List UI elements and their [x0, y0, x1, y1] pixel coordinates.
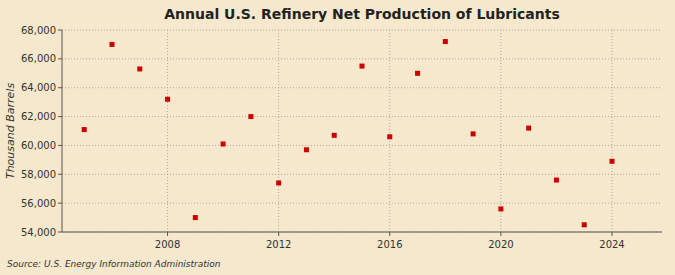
y-grid-line: [62, 58, 662, 59]
chart: 54,000 56,000 58,000 60,000 62,000 64,000 66,0…: [0, 0, 675, 275]
y-grid-line: [62, 174, 662, 175]
point: [332, 133, 337, 138]
y-tick: [58, 174, 62, 175]
point: [304, 147, 309, 152]
y-tick: [58, 203, 62, 204]
point: [610, 159, 615, 164]
y-tick: [58, 232, 62, 233]
x-tick: [500, 232, 501, 236]
y-tick: [58, 58, 62, 59]
y-tick: [58, 30, 62, 31]
x-grid-line: [500, 30, 501, 232]
point: [526, 126, 531, 131]
y-tick-label: 54,000: [21, 227, 56, 238]
point: [360, 64, 365, 69]
point: [248, 114, 253, 119]
title: Annual U.S. Refinery Net Production of L…: [164, 6, 560, 22]
y-axis-line: [62, 30, 63, 232]
x-tick-label: 2008: [155, 239, 180, 250]
y-tick-label: 66,000: [21, 53, 56, 64]
point: [137, 66, 142, 71]
y-tick: [58, 145, 62, 146]
y-grid-line: [62, 145, 662, 146]
grid: [62, 30, 662, 232]
x-grid-line: [389, 30, 390, 232]
point: [165, 97, 170, 102]
y-tick: [58, 116, 62, 117]
x-tick-label: 2016: [377, 239, 402, 250]
y-tick-label: 58,000: [21, 169, 56, 180]
background: [0, 0, 675, 275]
x-tick: [612, 232, 613, 236]
x-tick: [389, 232, 390, 236]
point: [193, 215, 198, 220]
y-tick-label: 56,000: [21, 198, 56, 209]
y-grid-line: [62, 116, 662, 117]
y-tick-label: 64,000: [21, 82, 56, 93]
point: [276, 180, 281, 185]
y-grid-line: [62, 30, 662, 31]
y-tick: [58, 87, 62, 88]
point: [582, 222, 587, 227]
point: [471, 131, 476, 136]
y-tick-label: 62,000: [21, 111, 56, 122]
y-grid-line: [62, 203, 662, 204]
x-tick-label: 2020: [488, 239, 513, 250]
source: Source: U.S. Energy Information Administ…: [7, 259, 221, 269]
x-grid-line: [278, 30, 279, 232]
point: [221, 141, 226, 146]
point: [443, 39, 448, 44]
point: [387, 134, 392, 139]
y-tick-label: 68,000: [21, 25, 56, 36]
x-grid-line: [167, 30, 168, 232]
point: [554, 178, 559, 183]
x-tick: [167, 232, 168, 236]
x-tick-label: 2012: [266, 239, 291, 250]
point: [110, 42, 115, 47]
point: [415, 71, 420, 76]
points: [82, 39, 615, 227]
x-tick: [278, 232, 279, 236]
point: [498, 206, 503, 211]
x-grid-line: [612, 30, 613, 232]
y-axis-label: Thousand Barrels: [4, 83, 17, 179]
x-tick-label: 2024: [599, 239, 624, 250]
y-tick-label: 60,000: [21, 140, 56, 151]
y-grid-line: [62, 232, 662, 233]
point: [82, 127, 87, 132]
x-axis-line: [62, 232, 662, 233]
y-grid-line: [62, 87, 662, 88]
